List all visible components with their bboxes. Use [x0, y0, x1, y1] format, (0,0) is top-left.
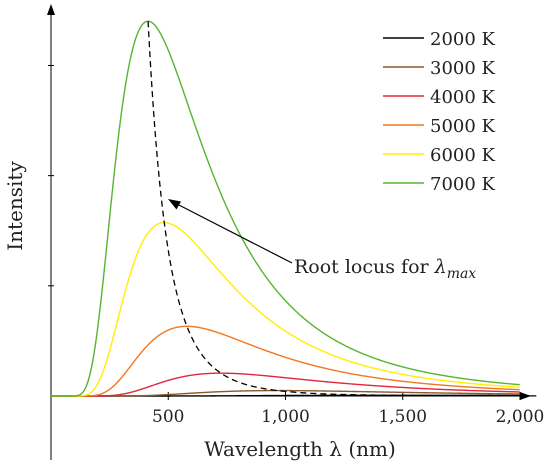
legend-label: 5000 K: [430, 116, 496, 137]
legend-item-4000: 4000 K: [383, 87, 496, 108]
x-tick-label: 1,500: [378, 407, 427, 427]
annotation-arrow-line: [174, 202, 293, 264]
x-tick-label: 1,000: [261, 407, 310, 427]
legend-item-3000: 3000 K: [383, 58, 496, 79]
legend-label: 3000 K: [430, 58, 496, 79]
x-tick-label: 2,000: [496, 407, 545, 427]
x-axis-ticks: 500 1,000 1,500 2,000: [152, 392, 544, 427]
root-locus-label-subscript: max: [447, 266, 477, 282]
legend: 2000 K 3000 K 4000 K 5000 K 6000 K 7000 K: [383, 29, 496, 195]
legend-item-7000: 7000 K: [383, 174, 496, 195]
legend-item-2000: 2000 K: [383, 29, 496, 50]
series-curve-7000: [51, 20, 520, 397]
annotation-arrowhead: [168, 199, 181, 210]
legend-item-5000: 5000 K: [383, 116, 496, 137]
root-locus-label: Root locus for λmax: [294, 256, 476, 282]
y-axis-ticks: [48, 64, 54, 287]
series-curve-4000: [51, 372, 520, 397]
root-locus-curve: [147, 21, 537, 397]
y-axis-arrowhead: [47, 4, 55, 15]
x-axis-label: Wavelength λ (nm): [204, 437, 396, 461]
legend-label: 6000 K: [430, 145, 496, 166]
series-curve-6000: [51, 221, 520, 397]
series-curve-5000: [51, 325, 520, 397]
root-locus-label-prefix: Root locus for: [294, 256, 435, 278]
legend-label: 4000 K: [430, 87, 496, 108]
root-locus-annotation: Root locus for λmax: [168, 199, 476, 282]
legend-label: 2000 K: [430, 29, 496, 50]
root-locus-label-symbol: λ: [434, 256, 447, 278]
x-tick-label: 500: [152, 407, 184, 427]
series-curve-3000: [51, 389, 520, 397]
y-axis-label: Intensity: [3, 161, 27, 251]
legend-item-6000: 6000 K: [383, 145, 496, 166]
series-curves: [51, 20, 520, 397]
legend-label: 7000 K: [430, 174, 496, 195]
